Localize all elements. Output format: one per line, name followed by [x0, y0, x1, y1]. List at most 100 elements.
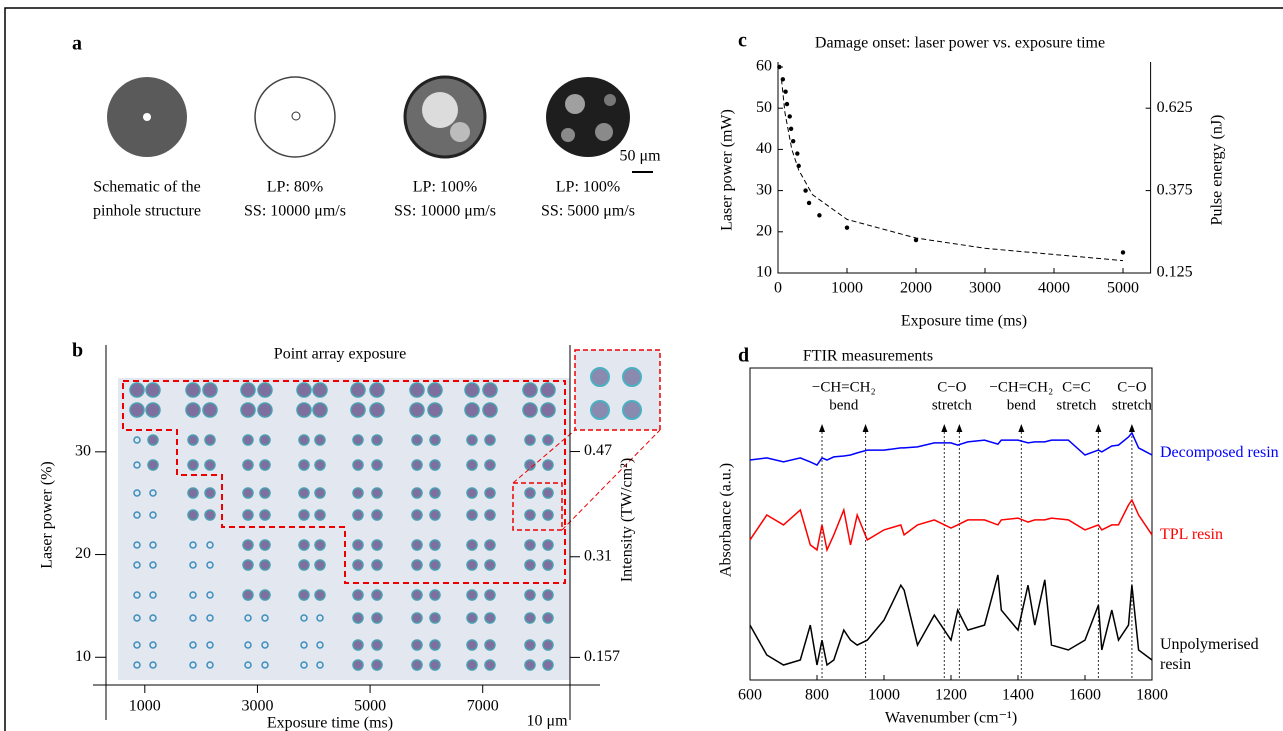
exposure-dot: [240, 402, 256, 418]
exposure-dot: [352, 659, 364, 671]
exposure-dot: [371, 639, 383, 651]
exposure-dot: [484, 559, 496, 571]
exposure-dot: [350, 382, 366, 398]
exposure-dot: [133, 489, 141, 497]
frame: [4, 7, 1283, 731]
x-tick-label: 3000: [969, 280, 1001, 297]
y2-tick-label: 0.625: [1157, 99, 1193, 116]
exposure-dot: [484, 487, 496, 499]
exposure-dot: [242, 459, 254, 471]
exposure-dot: [429, 612, 441, 624]
exposure-dot: [242, 509, 254, 521]
exposure-dot: [524, 434, 536, 446]
exposure-dot: [524, 589, 536, 601]
exposure-dot: [149, 541, 157, 549]
zoom-line: [512, 429, 576, 484]
annotation-label: bend: [829, 397, 859, 413]
micrograph-detail: [595, 123, 613, 141]
exposure-dot: [206, 561, 214, 569]
exposure-dot: [204, 434, 216, 446]
exposure-dot: [149, 614, 157, 622]
exposure-dot: [298, 434, 310, 446]
exposure-dot: [484, 612, 496, 624]
x-tick-label: 600: [738, 687, 762, 704]
exposure-dot: [314, 459, 326, 471]
exposure-dot: [296, 382, 312, 398]
exposure-dot: [189, 614, 197, 622]
exposure-dot: [371, 434, 383, 446]
exposure-dot: [316, 614, 324, 622]
x-tick-label: 0: [774, 280, 782, 297]
exposure-dot: [149, 511, 157, 519]
data-point: [817, 213, 822, 218]
exposure-dot: [300, 661, 308, 669]
caption: pinhole structure: [93, 203, 201, 220]
exposure-dot: [429, 659, 441, 671]
exposure-dot: [298, 509, 310, 521]
data-point: [788, 126, 794, 131]
exposure-dot: [522, 382, 538, 398]
exposure-dot: [524, 639, 536, 651]
inset-dot: [590, 400, 610, 420]
exposure-dot: [352, 559, 364, 571]
data-point: [780, 77, 786, 82]
exposure-dot: [409, 382, 425, 398]
y-axis-title: Absorbance (a.u.): [718, 463, 735, 577]
exposure-dot: [259, 559, 271, 571]
exposure-dot: [300, 614, 308, 622]
exposure-dot: [484, 434, 496, 446]
exposure-dot: [133, 591, 141, 599]
exposure-dot: [244, 614, 252, 622]
exposure-dot: [242, 589, 254, 601]
exposure-dot: [429, 487, 441, 499]
exposure-dot: [244, 661, 252, 669]
exposure-dot: [298, 459, 310, 471]
x-tick-label: 5000: [354, 698, 386, 715]
annotation-label: bend: [1007, 397, 1037, 413]
x-tick-label: 7000: [467, 698, 499, 715]
y-tick-label: 20: [756, 222, 772, 239]
exposure-dot: [484, 539, 496, 551]
exposure-dot: [484, 509, 496, 521]
exposure-dot: [133, 511, 141, 519]
exposure-dot: [411, 459, 423, 471]
exposure-dot: [257, 382, 273, 398]
exposure-dot: [149, 561, 157, 569]
exposure-dot: [316, 661, 324, 669]
exposure-dot: [133, 561, 141, 569]
micrograph-detail: [422, 92, 458, 128]
y-tick-label: 10: [75, 648, 91, 665]
exposure-dot: [542, 659, 554, 671]
data-point: [844, 225, 850, 230]
exposure-dot: [314, 559, 326, 571]
exposure-dot: [259, 589, 271, 601]
exposure-dot: [296, 402, 312, 418]
spectrum: [749, 431, 1153, 466]
exposure-dot: [202, 402, 218, 418]
annotation-arrow: [862, 424, 869, 432]
exposure-dot: [204, 509, 216, 521]
y-tick-label: 50: [756, 99, 772, 116]
data-point: [796, 163, 801, 169]
exposure-dot: [300, 641, 308, 649]
exposure-dot: [259, 434, 271, 446]
annotation-arrow: [1095, 424, 1102, 432]
exposure-dot: [411, 509, 423, 521]
annotation-arrow: [1018, 424, 1025, 432]
scale-bar-label: 10 μm: [526, 713, 568, 730]
exposure-dot: [145, 382, 161, 398]
exposure-dot: [298, 487, 310, 499]
exposure-dot: [261, 661, 269, 669]
exposure-dot: [312, 402, 328, 418]
exposure-dot: [466, 639, 478, 651]
exposure-dot: [129, 382, 145, 398]
exposure-dot: [185, 382, 201, 398]
caption: SS: 5000 μm/s: [541, 203, 635, 220]
exposure-dot: [371, 539, 383, 551]
exposure-dot: [411, 487, 423, 499]
annotation-arrow: [1128, 424, 1135, 432]
exposure-dot: [466, 459, 478, 471]
data-point: [787, 114, 792, 119]
exposure-dot: [542, 559, 554, 571]
y2-tick-label: 0.31: [584, 547, 612, 564]
